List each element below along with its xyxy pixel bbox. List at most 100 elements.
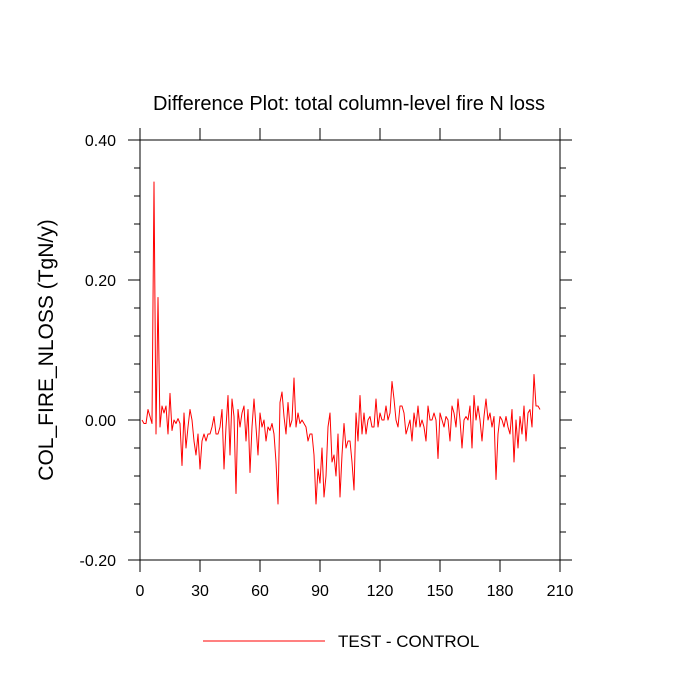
data-point [149, 416, 150, 417]
data-point [511, 409, 512, 410]
data-point [181, 465, 182, 466]
data-point [195, 454, 196, 455]
axis-ticks [128, 128, 572, 572]
data-point [387, 419, 388, 420]
data-point [423, 426, 424, 427]
data-point [165, 405, 166, 406]
data-point [219, 426, 220, 427]
data-point [467, 419, 468, 420]
data-point [173, 419, 174, 420]
data-point [405, 433, 406, 434]
data-point [433, 412, 434, 413]
data-point [457, 398, 458, 399]
data-point [147, 409, 148, 410]
data-point [519, 416, 520, 417]
y-tick-label: 0.00 [85, 413, 116, 430]
data-point [381, 419, 382, 420]
data-point [507, 426, 508, 427]
data-point [259, 412, 260, 413]
data-point [517, 447, 518, 448]
data-point [301, 419, 302, 420]
data-point [317, 468, 318, 469]
data-point [207, 433, 208, 434]
data-point [163, 412, 164, 413]
data-point [437, 458, 438, 459]
data-point [243, 405, 244, 406]
x-tick-label: 120 [367, 583, 394, 600]
data-point [435, 419, 436, 420]
data-point [539, 409, 540, 410]
data-point [465, 416, 466, 417]
data-point [425, 440, 426, 441]
data-point [501, 419, 502, 420]
data-point [233, 416, 234, 417]
data-point [155, 433, 156, 434]
data-point [267, 426, 268, 427]
data-point [417, 405, 418, 406]
data-point [409, 419, 410, 420]
data-point [359, 395, 360, 396]
data-point [377, 426, 378, 427]
data-point [461, 447, 462, 448]
data-point [419, 426, 420, 427]
data-point [299, 423, 300, 424]
data-point [177, 418, 178, 419]
data-point [369, 416, 370, 417]
data-point [521, 433, 522, 434]
data-point [297, 412, 298, 413]
data-point [415, 426, 416, 427]
data-point [335, 475, 336, 476]
data-point [167, 433, 168, 434]
legend-label: TEST - CONTROL [338, 632, 479, 651]
data-point [253, 398, 254, 399]
chart-title: Difference Plot: total column-level fire… [153, 93, 545, 115]
y-axis-label: COL_FIRE_NLOSS (TgN/y) [35, 219, 58, 480]
data-point [327, 426, 328, 427]
data-point [413, 412, 414, 413]
data-point [199, 468, 200, 469]
data-point [523, 405, 524, 406]
data-point [231, 398, 232, 399]
data-point [483, 416, 484, 417]
data-point [455, 426, 456, 427]
data-point [157, 297, 158, 298]
data-point [229, 454, 230, 455]
data-point [289, 426, 290, 427]
data-point [499, 416, 500, 417]
data-point [505, 416, 506, 417]
data-point [395, 419, 396, 420]
data-point [477, 405, 478, 406]
data-point [225, 426, 226, 427]
data-point [215, 433, 216, 434]
data-point [473, 395, 474, 396]
data-point [187, 426, 188, 427]
data-point [153, 181, 154, 182]
y-axis-tick-labels: -0.20 0.00 0.20 0.40 [80, 133, 117, 570]
x-tick-label: 0 [136, 583, 145, 600]
data-point [269, 430, 270, 431]
data-point [203, 433, 204, 434]
data-point [193, 440, 194, 441]
data-point [363, 412, 364, 413]
data-point [463, 419, 464, 420]
data-point [475, 419, 476, 420]
data-point [479, 419, 480, 420]
data-point [355, 412, 356, 413]
data-point [337, 433, 338, 434]
data-point [445, 416, 446, 417]
data-point [287, 402, 288, 403]
data-point [175, 423, 176, 424]
data-point [451, 405, 452, 406]
y-tick-label: 0.20 [85, 273, 116, 290]
data-point [279, 402, 280, 403]
data-point [527, 412, 528, 413]
data-point [447, 419, 448, 420]
data-point [209, 433, 210, 434]
data-point [513, 461, 514, 462]
data-point [319, 482, 320, 483]
data-point [291, 419, 292, 420]
data-point [347, 440, 348, 441]
data-point [313, 454, 314, 455]
